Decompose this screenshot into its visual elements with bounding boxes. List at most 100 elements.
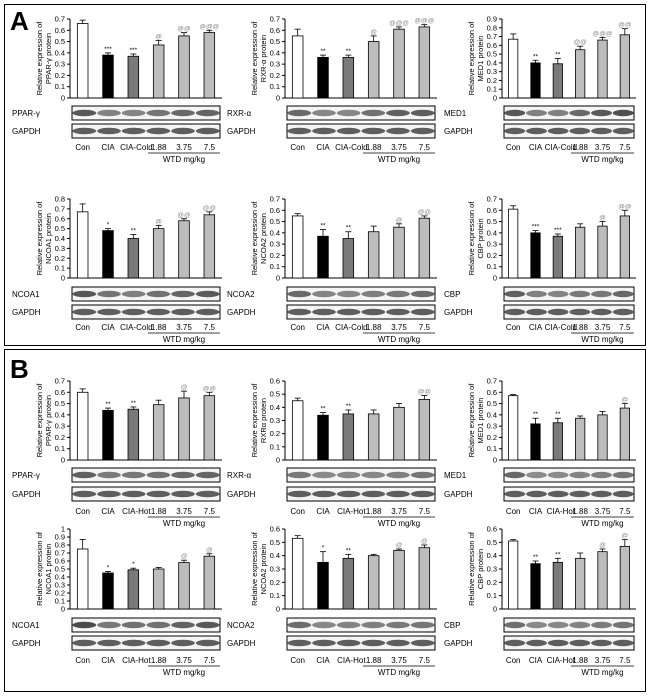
bar [152,228,165,279]
y-tick-label: 0.2 [55,433,65,442]
y-axis-label: NCOA1 protein [44,213,53,264]
blot-band [591,490,612,498]
x-tick-label: 1.88 [151,323,167,332]
y-tick-label: 0.4 [487,228,497,237]
y-tick-label: 0.3 [270,416,280,425]
blot-protein-label: MED1 [444,471,467,480]
x-tick-label: CIA-Cold [545,323,577,332]
blot-band [97,621,121,629]
blot-gapdh-strip [286,304,436,320]
bar [597,39,608,99]
y-tick-label: 0.4 [55,573,65,582]
blot-band [146,471,171,479]
blot-gapdh-strip [286,123,436,139]
x-tick-label: 7.5 [204,143,216,152]
significance-mark: @ [370,29,377,36]
x-tick-label: CIA-Hot [122,507,151,516]
blot-gapdh-label: GAPDH [227,127,256,136]
dose-group-label: WTD mg/kg [163,668,205,677]
bar [575,226,586,279]
blot-band [361,308,386,316]
y-axis-label: Relative expression of [250,21,259,96]
bar [127,408,140,461]
blot-band [97,639,121,647]
blot-band [569,308,591,316]
blot-band [361,471,386,479]
bar [393,406,405,461]
bar [418,399,431,461]
y-tick-label: 0.3 [270,60,280,69]
y-tick-label: 0.1 [487,262,497,271]
bar [597,225,608,279]
significance-mark: * [107,564,110,571]
x-tick-label: 7.5 [419,323,431,332]
blot-band [312,308,336,316]
x-tick-label: 3.75 [391,507,407,516]
y-tick-label: 0.3 [55,581,65,590]
y-tick-label: 0.3 [487,67,497,76]
blot-band [591,621,612,629]
blot-band [72,290,97,298]
blot-band [171,109,195,117]
y-axis-label: NCOA2 protein [259,213,268,264]
blot-band [361,127,386,135]
x-tick-label: CIA-Cold [120,143,152,152]
x-tick-label: CIA-Hot [122,656,151,665]
bar [102,409,114,461]
y-tick-label: 0.5 [270,217,280,226]
blot-protein-label: MED1 [444,109,467,118]
blot-band [386,109,410,117]
blot-band [504,290,526,298]
y-tick-label: 0.6 [55,26,65,35]
blot-band [504,471,526,479]
y-tick-label: 0.6 [55,388,65,397]
y-tick-label: 0.5 [270,538,280,547]
bar [619,407,630,461]
dose-group-label: WTD mg/kg [581,155,623,164]
chart-1-4: 0 0.1 0.2 0.3 0.4 0.5 0.6 Relative expression o… [227,525,437,677]
blot-band [97,127,121,135]
blot-band [336,621,361,629]
y-tick-label: 0.4 [487,58,497,67]
y-axis-label: Relative expression of [35,531,44,606]
blot-protein-strip [71,286,221,302]
bar [619,34,630,99]
y-tick-label: 0.1 [487,444,497,453]
x-tick-label: Con [75,323,90,332]
y-tick-label: 0.5 [487,50,497,59]
blot-band [312,621,336,629]
significance-mark: ** [346,48,352,55]
bar [367,413,380,461]
significance-mark: @@ [177,212,191,219]
y-tick-label: 0.1 [487,591,497,600]
x-tick-label: 1.88 [366,507,382,516]
blot-band [569,471,591,479]
blot-band [361,639,386,647]
blot-band [72,490,97,498]
bar [203,395,216,461]
x-tick-label: 7.5 [419,507,431,516]
blot-band [72,308,97,316]
bar [342,56,355,99]
blot-gapdh-strip [286,635,436,651]
blot-band [612,639,634,647]
significance-mark: ** [555,411,561,418]
x-tick-label: CIA-Hot [337,656,366,665]
blot-band [591,471,612,479]
significance-mark: ** [131,228,137,235]
x-tick-label: CIA-Cold [335,143,367,152]
y-axis-label: MED1 protein [476,36,485,82]
blot-band [526,490,547,498]
significance-mark: ** [533,411,539,418]
y-tick-label: 0.6 [270,377,280,386]
blot-band [336,639,361,647]
y-tick-label: 0.1 [270,442,280,451]
blot-band [569,490,591,498]
y-tick-label: 0.2 [270,578,280,587]
y-tick-label: 0.3 [270,240,280,249]
blot-band [612,290,634,298]
blot-band [195,471,220,479]
y-tick-label: 0 [276,605,280,614]
x-tick-label: 3.75 [595,143,611,152]
y-axis-label: CBP protein [476,549,485,589]
